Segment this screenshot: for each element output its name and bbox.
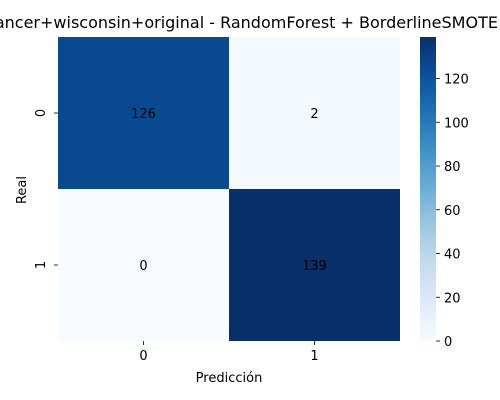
colorbar-tick-label: 60: [444, 204, 461, 219]
cell-value-label: 126: [131, 107, 156, 122]
colorbar-tick-label: 100: [444, 116, 469, 131]
cell-value-label: 139: [302, 259, 327, 274]
y-axis: 01: [34, 109, 58, 269]
y-tick-label: 0: [34, 109, 49, 117]
chart-title: cancer+wisconsin+original - RandomForest…: [0, 13, 498, 32]
colorbar-tick-label: 20: [444, 291, 461, 306]
heatmap-cells: 126 2 0 139: [58, 37, 400, 341]
x-axis-label: Predicción: [196, 371, 263, 386]
cell-value-label: 0: [139, 259, 147, 274]
heatmap-cell: [58, 189, 229, 341]
heatmap-cell: [229, 37, 400, 189]
colorbar-tick-label: 80: [444, 160, 461, 175]
colorbar-gradient: [420, 37, 436, 341]
heatmap-cell: [229, 189, 400, 341]
colorbar-tick-label: 120: [444, 73, 469, 88]
y-axis-label: Real: [15, 176, 30, 204]
x-tick-label: 1: [310, 349, 318, 364]
colorbar: 0 20 40 60 80 100 120: [420, 37, 469, 350]
cell-value-label: 2: [310, 107, 318, 122]
colorbar-tick-label: 40: [444, 248, 461, 263]
x-tick-label: 0: [139, 349, 147, 364]
y-tick-label: 1: [34, 261, 49, 269]
colorbar-tick-label: 0: [444, 335, 452, 350]
heatmap-cell: [58, 37, 229, 189]
